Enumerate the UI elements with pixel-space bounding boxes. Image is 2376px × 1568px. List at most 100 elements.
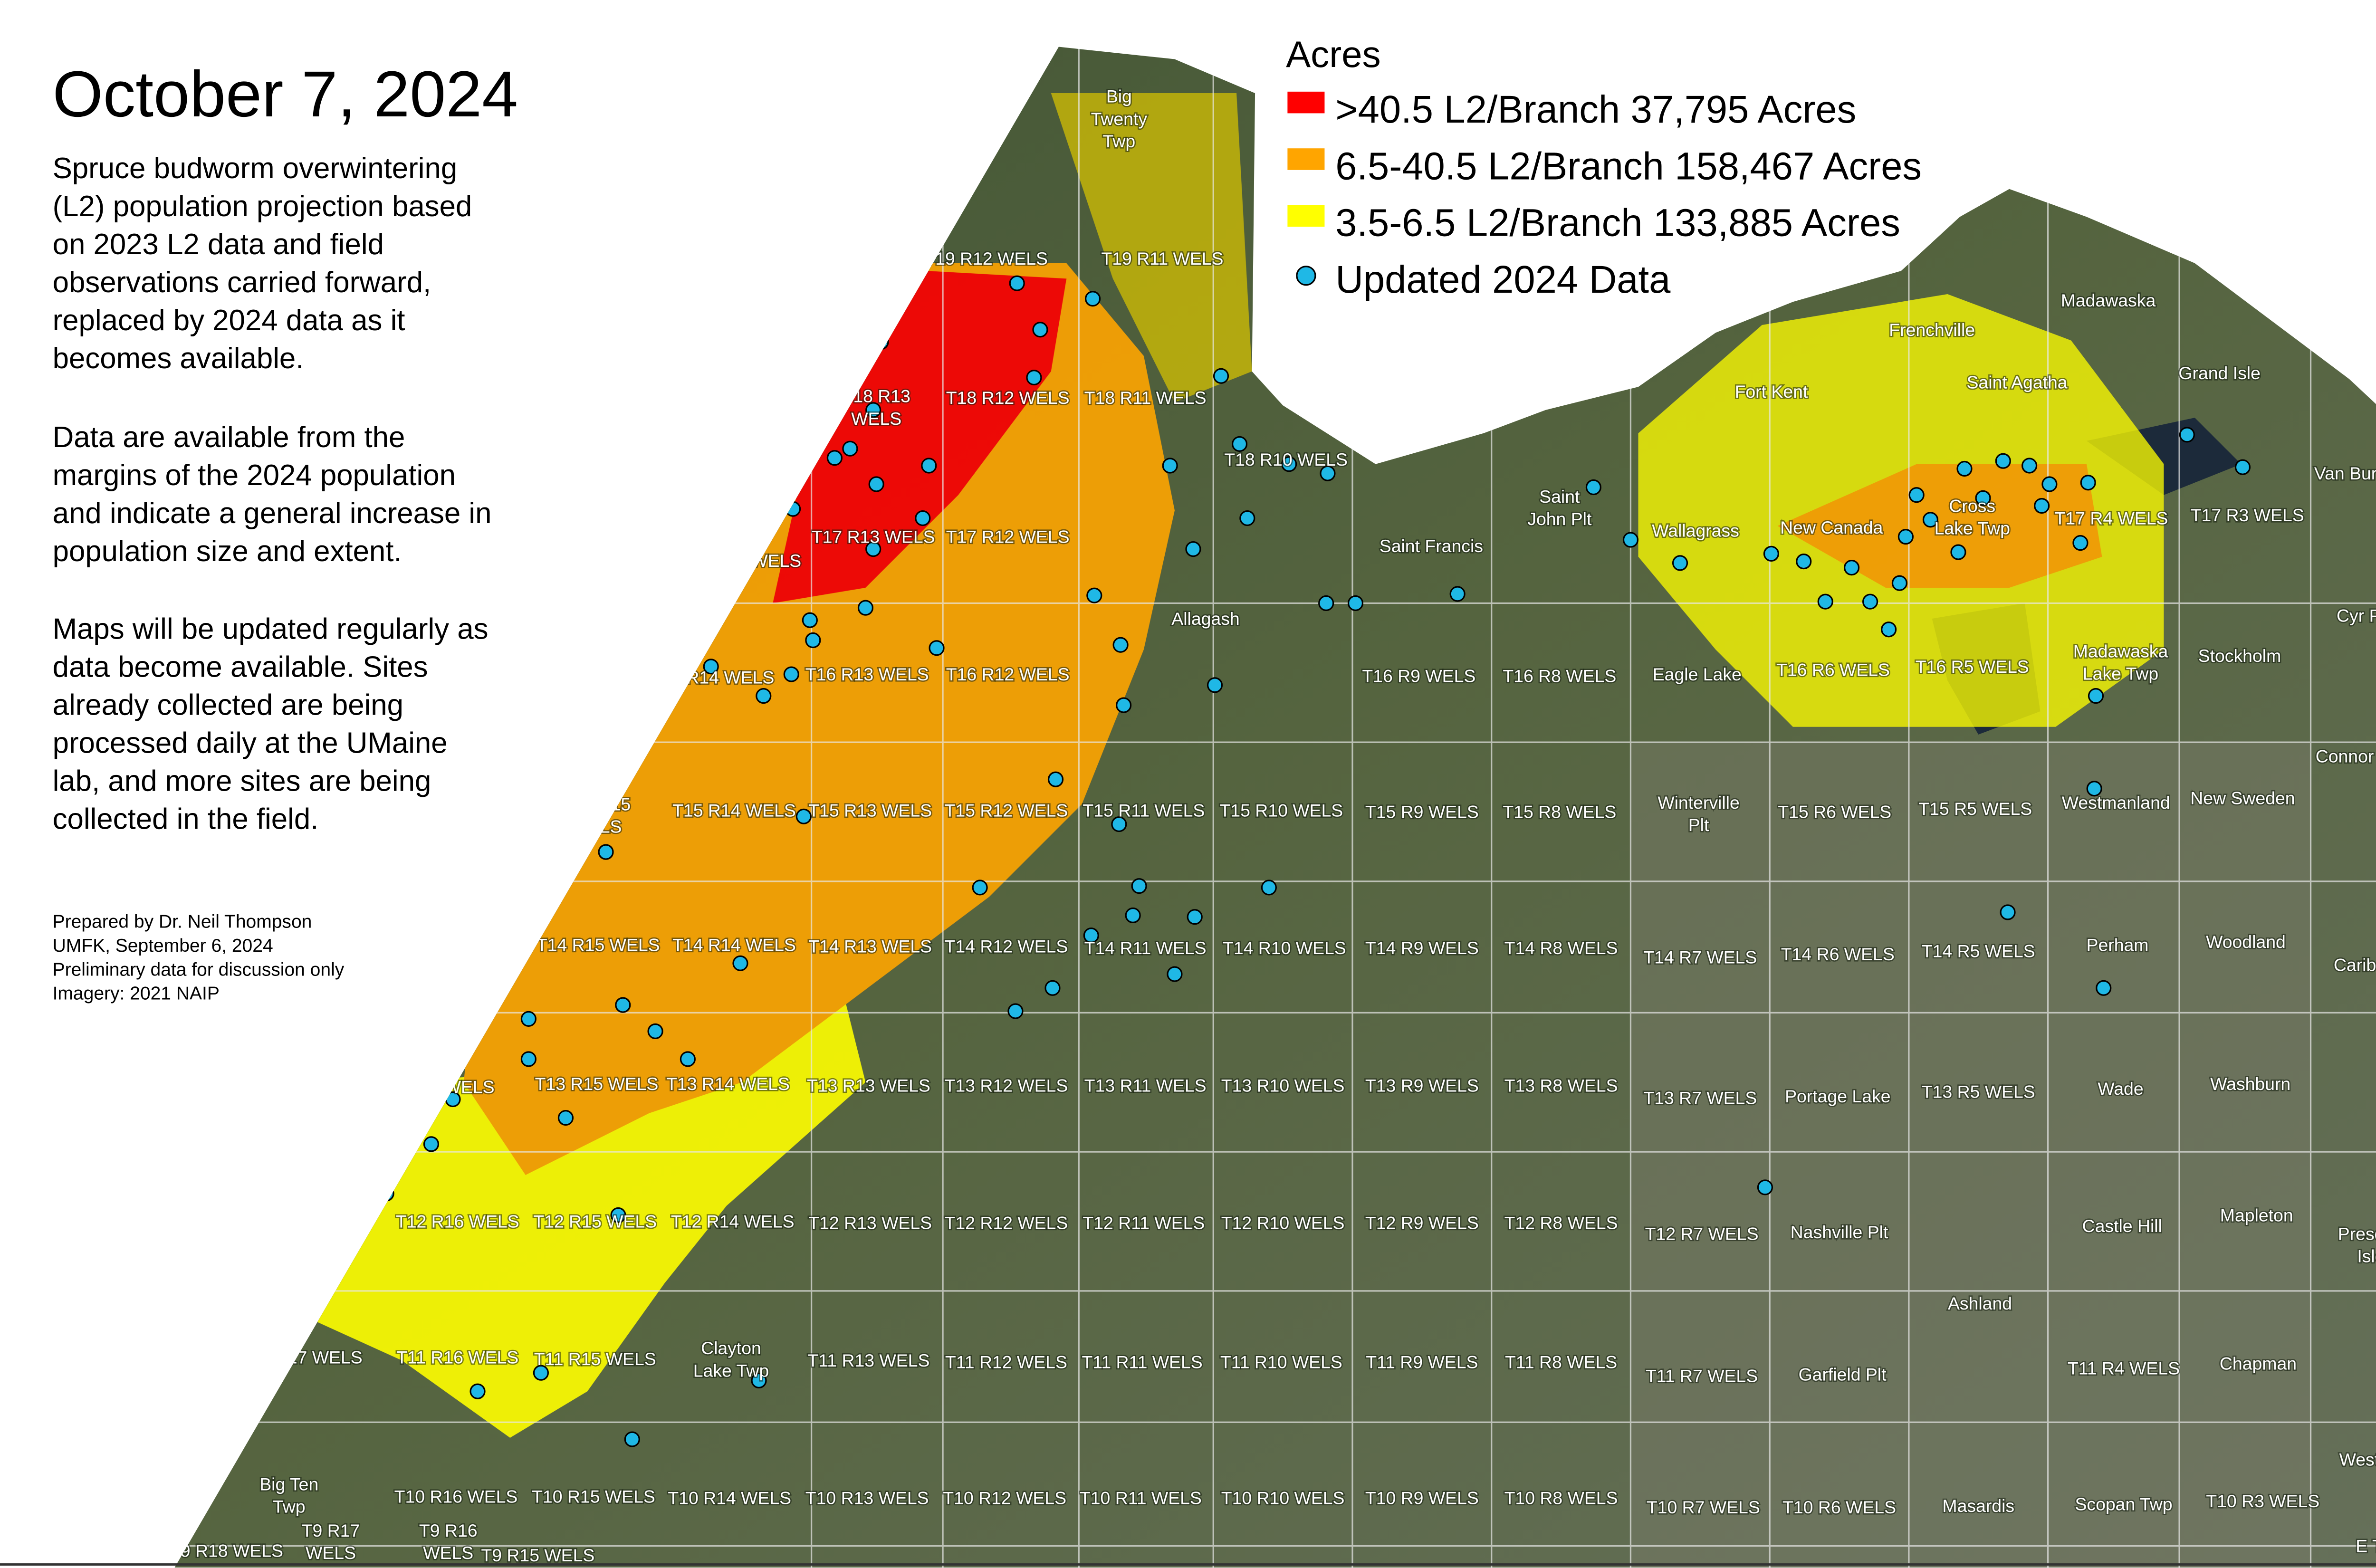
place-label: T15 R12 WELS — [945, 800, 1068, 820]
place-label: Westfield — [2339, 1449, 2376, 1469]
credit-line: UMFK, September 6, 2024 — [53, 936, 273, 956]
place-label: T13 R9 WELS — [1365, 1075, 1479, 1095]
place-label: T10 R7 WELS — [1647, 1497, 1760, 1517]
site-point — [826, 450, 843, 466]
place-label: T17 — [742, 528, 773, 548]
place-label: T10 R8 WELS — [1504, 1488, 1618, 1508]
place-label: Twp — [1103, 131, 1136, 151]
place-label: T13 R11 WELS — [1084, 1075, 1207, 1095]
site-point — [680, 1051, 696, 1067]
place-label: Wade — [2098, 1079, 2143, 1099]
legend-title: Acres — [1286, 33, 1381, 75]
place-label: T17 R12 WELS — [946, 527, 1070, 547]
legend-swatch — [1287, 205, 1325, 227]
place-label: T12 R17 — [280, 1196, 348, 1216]
place-label: T13 R14 WELS — [666, 1074, 790, 1094]
farmland — [1630, 742, 2311, 1568]
site-point — [647, 1023, 663, 1039]
place-label: Nashville Plt — [1791, 1222, 1888, 1242]
place-label: T13 R13 WELS — [807, 1075, 930, 1095]
place-label: Perham — [2087, 935, 2149, 955]
site-point — [1231, 436, 1248, 452]
place-label: T14 R5 WELS — [1922, 941, 2035, 961]
high-zone — [491, 801, 556, 905]
site-point — [1796, 554, 1812, 570]
place-label: R14 WELS — [713, 551, 801, 571]
place-label: Chapman — [2220, 1354, 2297, 1374]
place-label: T12 R10 WELS — [1221, 1213, 1345, 1233]
place-label: WELS — [306, 1543, 356, 1563]
site-point — [865, 402, 881, 418]
description-line: already collected are being — [53, 688, 403, 721]
place-label: T13 R7 WELS — [1643, 1088, 1757, 1108]
site-point — [703, 659, 719, 675]
place-label: T10 R9 WELS — [1365, 1488, 1479, 1508]
place-label: T10 R11 WELS — [1080, 1488, 1202, 1508]
place-label: T10 R14 WELS — [668, 1488, 791, 1508]
place-label: T16 R9 WELS — [1362, 666, 1475, 686]
place-label: T14 R12 WELS — [945, 937, 1068, 956]
place-label: Connor Twp — [2316, 746, 2376, 766]
place-label: Big — [1106, 86, 1132, 106]
place-label: T14 R7 WELS — [1643, 947, 1757, 967]
site-point — [489, 927, 506, 944]
site-point — [2000, 904, 2016, 920]
place-label: T14 R6 WELS — [1781, 944, 1895, 964]
low-zone — [1051, 93, 1252, 402]
place-label: Saint Agatha — [1967, 372, 2068, 392]
site-point — [598, 844, 614, 860]
site-point — [1086, 587, 1102, 603]
place-label: Saint — [1539, 487, 1580, 507]
site-point — [1044, 980, 1061, 996]
place-label: Van Buren — [2314, 463, 2376, 483]
place-label: Allagash — [1171, 609, 1239, 629]
site-point — [873, 334, 889, 350]
place-label: T15 R6 WELS — [1778, 802, 1891, 822]
site-point — [1207, 677, 1223, 693]
place-label: Castle Hill — [2082, 1216, 2162, 1236]
legend: Acres >40.5 L2/Branch 37,795 Acres 6.5-40.… — [1286, 33, 1922, 301]
site-point — [1187, 909, 1203, 925]
place-label: T13 R16 WELS — [371, 1077, 495, 1097]
site-point — [795, 808, 812, 824]
place-label: T19 R11 WELS — [1101, 249, 1223, 268]
place-label: T14 R11 WELS — [1084, 938, 1207, 958]
site-point — [533, 1365, 549, 1381]
description-line: lab, and more sites are being — [53, 765, 431, 797]
site-point — [652, 696, 668, 712]
place-label: T15 R13 WELS — [808, 800, 932, 820]
place-label: Westmanland — [2062, 793, 2170, 813]
place-label: T10 R6 WELS — [1782, 1497, 1896, 1517]
place-label: T15 R5 WELS — [1918, 799, 2032, 819]
place-label: Clayton — [701, 1338, 761, 1358]
site-point — [754, 507, 770, 523]
site-point — [857, 600, 874, 616]
place-label: Ashland — [1948, 1293, 2012, 1313]
place-label: T9 R16 — [419, 1520, 478, 1540]
place-label: T18 R13 — [842, 386, 910, 406]
site-point — [2041, 476, 2058, 492]
place-label: Lake Twp — [2083, 663, 2158, 683]
description-line: processed daily at the UMaine — [53, 727, 448, 759]
site-point — [2080, 475, 2096, 491]
site-point — [2179, 427, 2195, 443]
place-label: T12 R14 WELS — [671, 1211, 795, 1231]
place-label: Madawaska — [2061, 290, 2156, 310]
place-label: T11 R4 WELS — [2068, 1358, 2180, 1378]
place-label: WELS — [288, 1218, 339, 1238]
description-line: and indicate a general increase in — [53, 497, 492, 530]
site-point — [1449, 586, 1466, 602]
site-point — [520, 1011, 537, 1027]
site-point — [1131, 878, 1147, 894]
site-point — [1026, 369, 1042, 386]
place-label: T16 R14 WELS — [651, 668, 775, 688]
site-point — [1817, 593, 1833, 610]
legend-swatch — [1287, 148, 1325, 170]
place-label: Portage Lake — [1785, 1086, 1890, 1106]
description-line: observations carried forward, — [53, 266, 431, 299]
site-point — [1622, 532, 1639, 548]
place-label: Madawaska — [2073, 641, 2168, 661]
site-point — [972, 880, 988, 896]
place-label: T11 R15 WELS — [534, 1349, 656, 1369]
